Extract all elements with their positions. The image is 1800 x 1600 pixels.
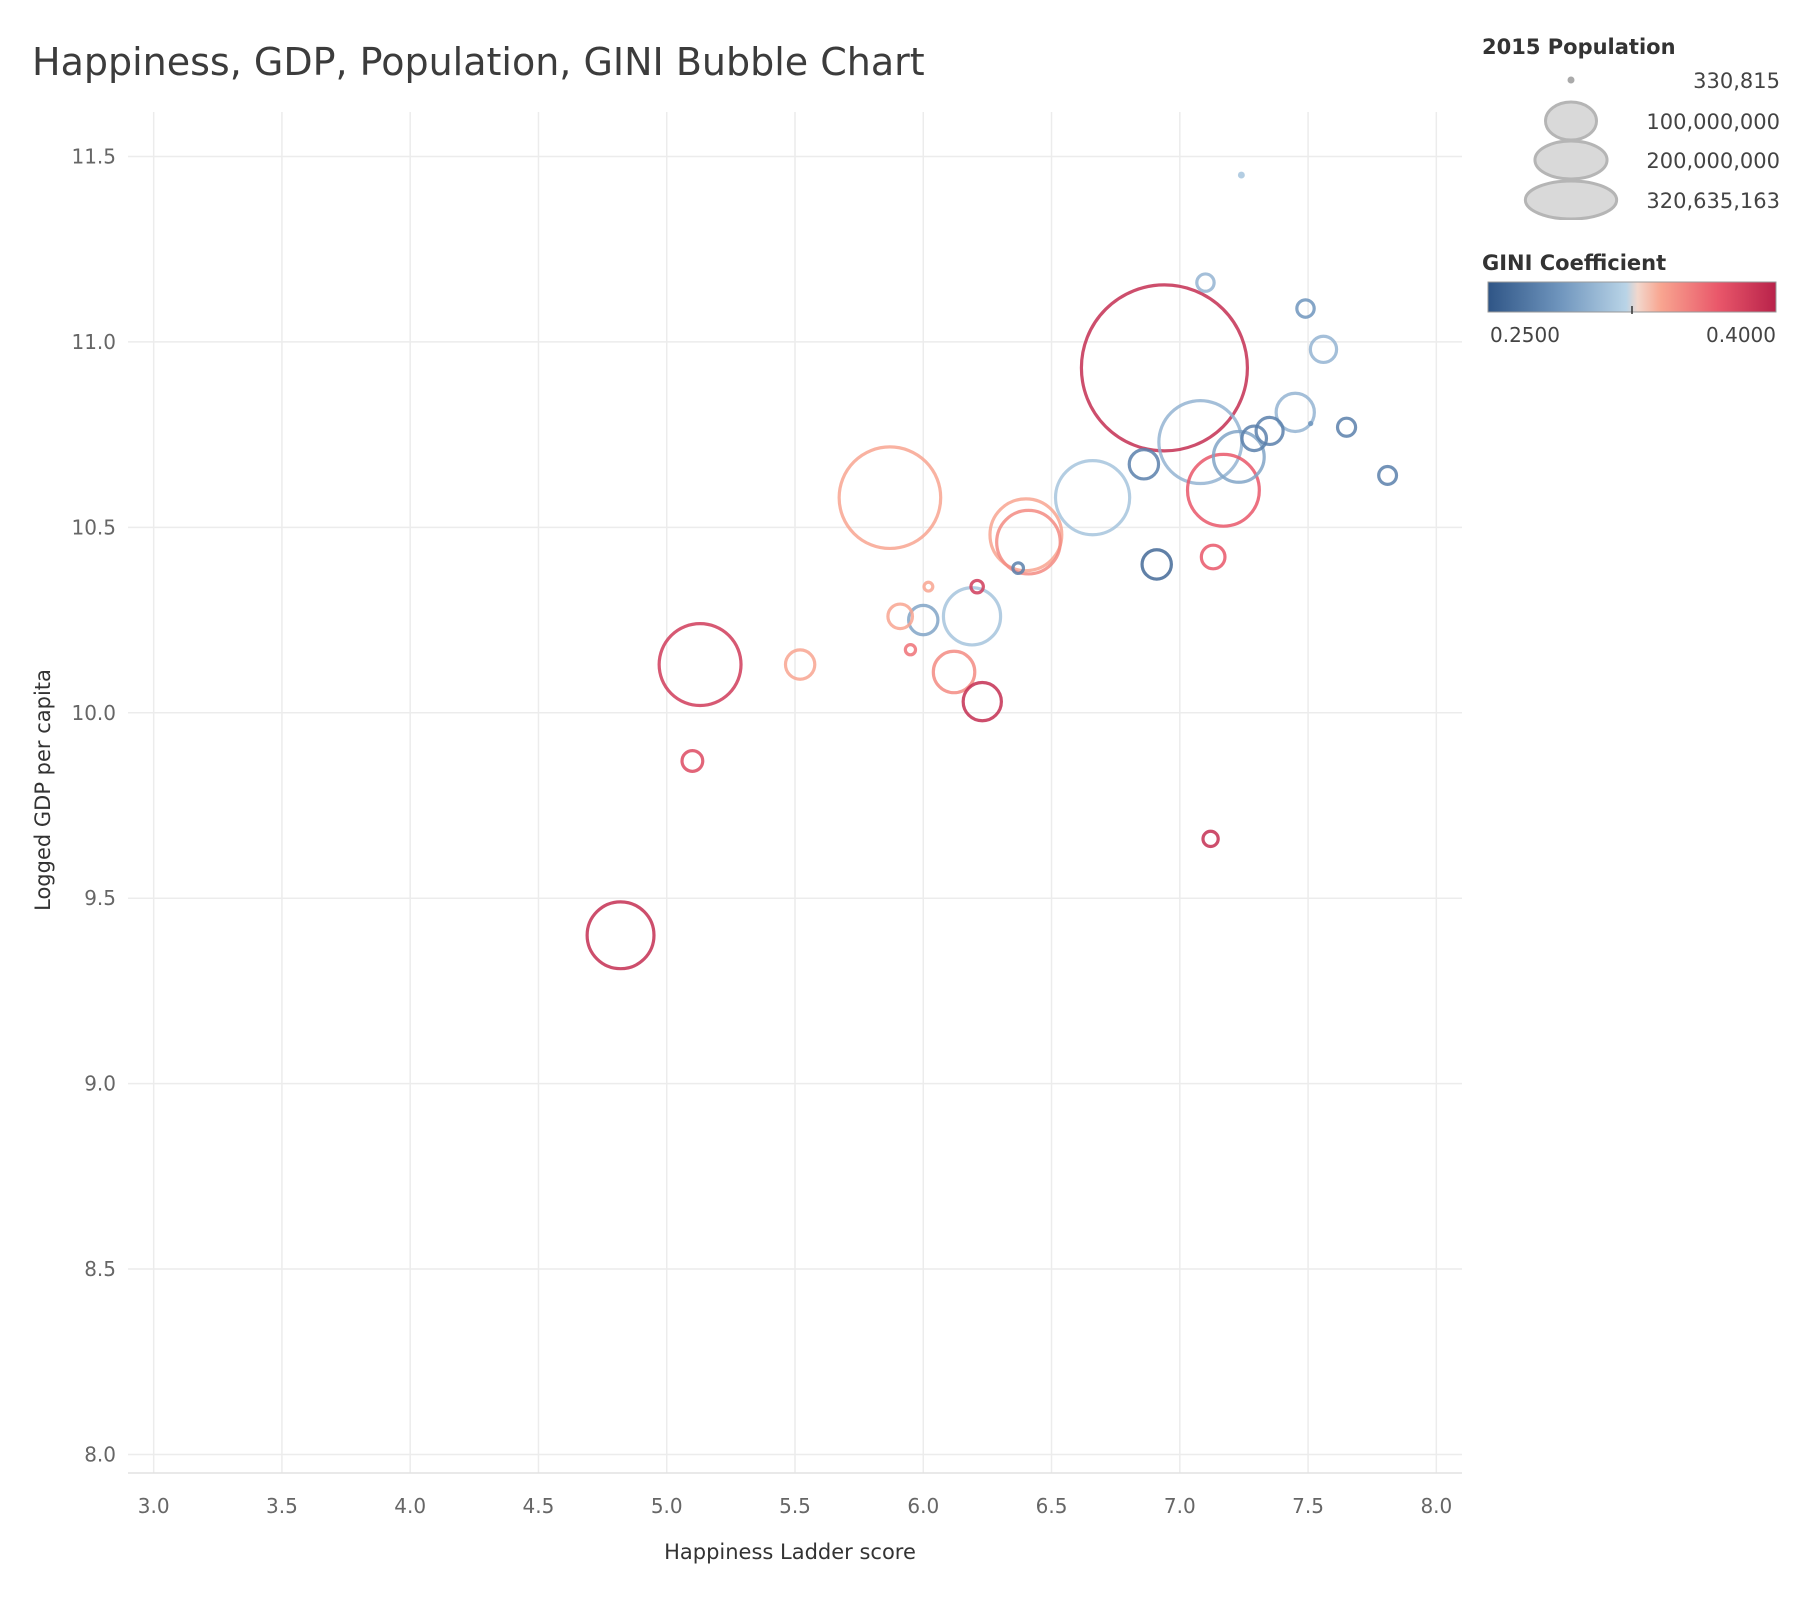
size-legend-marker (1567, 76, 1575, 84)
bubble-point[interactable] (1274, 391, 1316, 434)
bubble-point[interactable] (1185, 452, 1261, 528)
grid (128, 112, 1462, 1474)
y-tick-label: 10.0 (71, 701, 116, 725)
y-tick-label: 10.5 (71, 515, 116, 539)
bubble-point[interactable] (907, 603, 940, 637)
x-tick-label: 6.0 (907, 1494, 939, 1518)
chart-title: Happiness, GDP, Population, GINI Bubble … (32, 40, 925, 84)
size-legend-marker (1544, 100, 1598, 142)
x-tick-label: 3.0 (138, 1494, 170, 1518)
bubble-point[interactable] (1140, 548, 1173, 581)
bubble-point[interactable] (783, 648, 817, 681)
bubble-point[interactable] (680, 749, 705, 773)
x-tick-label: 4.0 (394, 1494, 426, 1518)
size-legend-title: 2015 Population (1482, 35, 1676, 59)
bubble-point[interactable] (961, 680, 1003, 723)
bubble-point[interactable] (1254, 415, 1285, 447)
x-tick-label: 6.5 (1036, 1494, 1068, 1518)
x-tick-label: 8.0 (1420, 1494, 1452, 1518)
bubble-point[interactable] (886, 602, 915, 631)
size-legend-label: 320,635,163 (1646, 189, 1780, 213)
bubble-point[interactable] (657, 622, 743, 708)
bubble-point[interactable] (988, 497, 1064, 573)
bubble-point[interactable] (903, 643, 918, 657)
size-legend-label: 200,000,000 (1646, 149, 1780, 173)
bubble-point[interactable] (1011, 561, 1026, 576)
bubble-point[interactable] (922, 580, 935, 593)
gini-max-label: 0.4000 (1706, 323, 1776, 347)
color-legend: GINI Coefficient 0.2500 0.4000 (1482, 251, 1777, 347)
size-legend-label: 100,000,000 (1646, 110, 1780, 134)
y-tick-label: 8.0 (84, 1442, 116, 1466)
bubble-point[interactable] (1307, 420, 1314, 427)
y-tick-label: 8.5 (84, 1257, 116, 1281)
bubble-point[interactable] (941, 586, 1003, 647)
bubble-point[interactable] (1079, 283, 1250, 453)
y-tick-label: 9.5 (84, 886, 116, 910)
bubble-point[interactable] (1195, 272, 1216, 293)
x-tick-label: 7.0 (1164, 1494, 1196, 1518)
bubble-point[interactable] (1237, 171, 1245, 179)
bubble-point[interactable] (1201, 829, 1220, 849)
color-legend-title: GINI Coefficient (1482, 251, 1666, 275)
y-tick-label: 11.0 (71, 330, 116, 354)
x-tick-label: 5.0 (651, 1494, 683, 1518)
size-legend-marker (1523, 179, 1619, 220)
bubbles (585, 171, 1399, 971)
bubble-point[interactable] (837, 445, 943, 551)
bubble-point[interactable] (1308, 334, 1339, 365)
gini-min-label: 0.2500 (1490, 323, 1560, 347)
bubble-point[interactable] (1335, 416, 1358, 438)
size-legend-label: 330,815 (1693, 69, 1780, 93)
x-axis-title: Happiness Ladder score (664, 1540, 916, 1564)
y-tick-label: 11.5 (71, 145, 116, 169)
bubble-point[interactable] (931, 649, 977, 695)
x-tick-label: 7.5 (1292, 1494, 1324, 1518)
x-tick-label: 5.5 (779, 1494, 811, 1518)
bubble-point[interactable] (995, 508, 1062, 576)
bubble-point[interactable] (1211, 429, 1266, 484)
bubble-point[interactable] (1053, 458, 1132, 537)
bubble-point[interactable] (1199, 543, 1227, 571)
size-legend-marker (1533, 139, 1609, 181)
x-tick-label: 4.5 (523, 1494, 555, 1518)
size-legend: 2015 Population 330,815 100,000,000 200,00… (1482, 35, 1780, 220)
bubble-point[interactable] (1127, 448, 1161, 481)
y-axis-title: Logged GDP per capita (31, 669, 55, 911)
x-tick-label: 3.5 (266, 1494, 298, 1518)
bubble-point[interactable] (969, 578, 985, 595)
tick-labels: 3.0 3.5 4.0 4.5 5.0 5.5 6.0 6.5 7.0 7.5 8.0 8.0 8.5 9… (71, 145, 1452, 1518)
y-tick-label: 9.0 (84, 1072, 116, 1096)
bubble-point[interactable] (1240, 424, 1269, 453)
bubble-point[interactable] (1295, 298, 1316, 319)
bubble-point[interactable] (1377, 464, 1399, 486)
bubble-point[interactable] (585, 900, 656, 971)
